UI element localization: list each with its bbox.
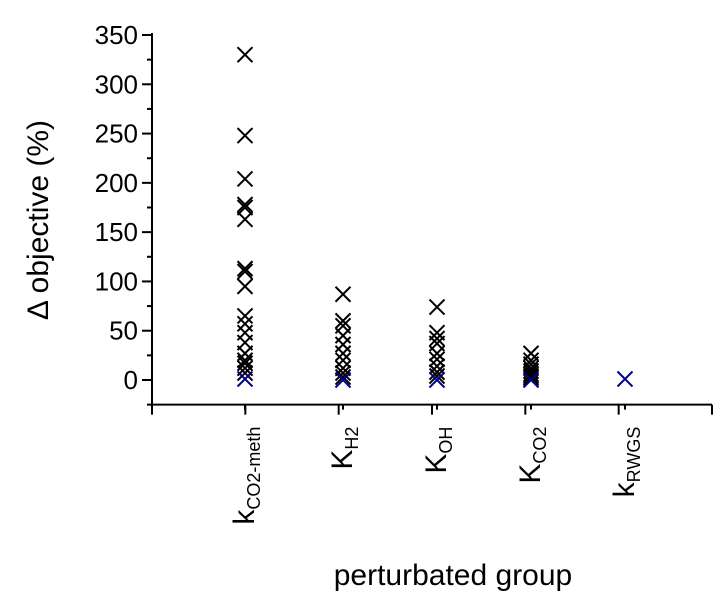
x-tick-label-main: k — [608, 481, 641, 497]
data-point-marker — [236, 278, 254, 295]
data-point-marker — [236, 127, 254, 144]
data-markers — [236, 46, 634, 389]
x-tick-label-subscript: H2 — [342, 427, 362, 450]
data-point-marker — [428, 351, 446, 368]
data-point-marker — [236, 170, 254, 188]
data-point-marker — [236, 263, 254, 280]
data-point-marker — [334, 327, 352, 344]
data-point-marker — [334, 371, 352, 389]
data-point-marker — [236, 370, 254, 388]
x-tick-label: KH2 — [326, 427, 362, 470]
data-point-marker — [334, 368, 352, 386]
data-point-marker — [334, 336, 352, 353]
data-point-marker — [236, 199, 254, 216]
data-point-marker — [236, 260, 254, 277]
x-tick-label: KCO2 — [514, 427, 550, 484]
x-tick-label-subscript: RWGS — [624, 427, 644, 483]
y-tick-label: 200 — [95, 168, 138, 198]
x-tick-label: kRWGS — [608, 427, 644, 498]
data-point-marker — [236, 315, 254, 333]
x-tick-label: kCO2-meth — [228, 427, 264, 525]
y-tick-label: 300 — [95, 69, 138, 99]
x-tick-label-subscript: CO2-meth — [244, 427, 264, 510]
y-tick-label: 50 — [109, 316, 138, 346]
x-tick-label-main: K — [326, 450, 359, 470]
data-point-marker — [236, 46, 254, 63]
data-point-marker — [428, 371, 446, 389]
data-point-marker — [334, 364, 352, 382]
y-tick-label: 250 — [95, 119, 138, 149]
data-point-marker — [236, 307, 254, 325]
data-point-marker — [236, 211, 254, 228]
data-point-marker — [334, 312, 352, 330]
data-point-marker — [428, 367, 446, 385]
x-tick-label: KOH — [420, 427, 456, 474]
data-point-marker — [522, 365, 540, 383]
data-point-marker — [522, 371, 540, 389]
y-tick-label: 0 — [124, 365, 138, 395]
x-tick-label-subscript: CO2 — [530, 427, 550, 464]
data-point-marker — [522, 369, 540, 387]
y-tick-label: 150 — [95, 217, 138, 247]
x-tick-label-main: K — [514, 464, 547, 484]
data-point-marker — [428, 363, 446, 381]
y-tick-label: 100 — [95, 266, 138, 296]
y-axis: 0 50 100 150 200 250 300 350 — [95, 20, 153, 406]
data-point-marker — [428, 298, 446, 316]
data-point-marker — [236, 352, 254, 369]
x-tick-label-main: k — [228, 509, 261, 525]
y-tick-label: 350 — [95, 20, 138, 50]
x-axis-title: perturbated group — [334, 559, 573, 592]
data-point-marker — [334, 286, 352, 303]
data-point-marker — [428, 330, 446, 347]
data-point-marker — [236, 364, 254, 382]
data-point-marker — [428, 345, 446, 362]
data-point-marker — [522, 367, 540, 385]
data-point-marker — [334, 345, 352, 362]
x-tick-label-subscript: OH — [436, 427, 456, 454]
data-point-marker — [616, 370, 634, 388]
data-point-marker — [334, 352, 352, 369]
x-tick-label-main: K — [420, 454, 453, 474]
data-point-marker — [236, 196, 254, 213]
y-axis-title: Δ objective (%) — [22, 120, 55, 320]
